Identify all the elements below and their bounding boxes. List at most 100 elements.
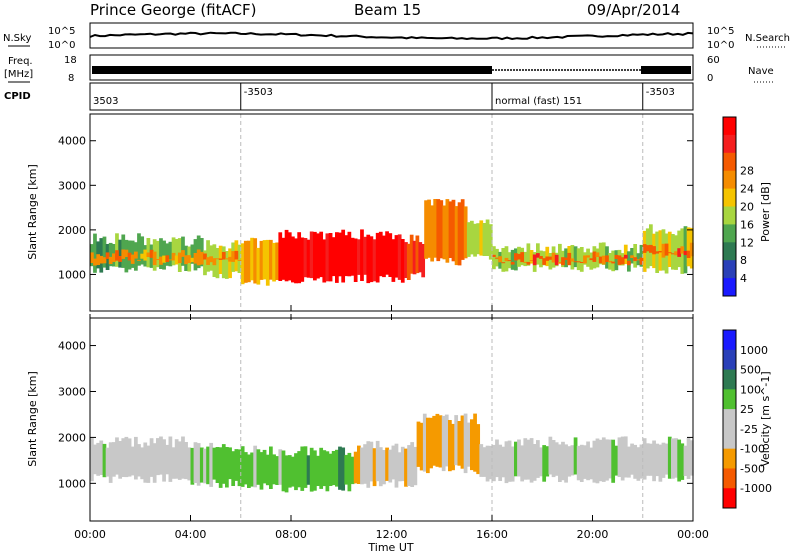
heatmap-cell bbox=[438, 415, 443, 468]
heatmap-cell bbox=[400, 446, 405, 482]
heatmap-cell bbox=[514, 253, 518, 261]
heatmap-cell bbox=[93, 258, 97, 266]
heatmap-cell bbox=[457, 421, 462, 466]
heatmap-cell bbox=[240, 243, 245, 285]
heatmap-cell bbox=[517, 253, 521, 260]
heatmap-cell bbox=[394, 443, 399, 488]
heatmap-cell bbox=[429, 417, 433, 469]
colorbar-segment bbox=[723, 260, 736, 279]
freq-unit: [MHz] bbox=[4, 69, 33, 80]
heatmap-cell bbox=[90, 252, 94, 263]
heatmap-cell bbox=[397, 234, 402, 280]
heatmap-cell bbox=[127, 252, 132, 261]
heatmap-cell bbox=[473, 223, 477, 257]
heatmap-cell bbox=[228, 256, 232, 262]
heatmap-cell bbox=[627, 446, 631, 478]
heatmap-cell bbox=[589, 447, 594, 480]
heatmap-cell bbox=[498, 256, 503, 263]
heatmap-cell bbox=[331, 451, 336, 486]
heatmap-cell bbox=[667, 252, 672, 254]
heatmap-cell bbox=[445, 199, 450, 263]
heatmap-cell bbox=[674, 251, 678, 256]
colorbar-tick-label: 16 bbox=[740, 218, 754, 231]
station-title: Prince George (fitACF) bbox=[90, 1, 256, 19]
heatmap-cell bbox=[102, 443, 107, 478]
nsky-right-tick-top: 10^5 bbox=[707, 26, 734, 37]
colorbar-segment bbox=[723, 188, 736, 207]
heatmap-cell bbox=[99, 440, 104, 475]
heatmap-cell bbox=[300, 237, 305, 282]
cpid-frame bbox=[89, 82, 694, 111]
heatmap-cell bbox=[636, 447, 641, 481]
heatmap-cell bbox=[435, 413, 440, 467]
heatmap-cell bbox=[404, 448, 408, 487]
colorbar-segment bbox=[723, 349, 736, 371]
heatmap-cell bbox=[96, 442, 101, 476]
heatmap-cell bbox=[576, 445, 581, 481]
heatmap-cell bbox=[492, 254, 496, 257]
heatmap-cell bbox=[177, 441, 182, 480]
heatmap-cell bbox=[90, 438, 94, 482]
heatmap-cell bbox=[636, 259, 641, 261]
heatmap-cell bbox=[400, 239, 405, 283]
heatmap-cell bbox=[121, 249, 126, 259]
heatmap-cell bbox=[193, 253, 198, 264]
heatmap-cell bbox=[218, 447, 223, 488]
x-tick-label: 20:00 bbox=[577, 528, 609, 541]
heatmap-cell bbox=[432, 415, 437, 466]
heatmap-cell bbox=[391, 239, 396, 282]
heatmap-cell bbox=[645, 245, 650, 252]
beam-title: Beam 15 bbox=[354, 1, 421, 19]
heatmap-cell bbox=[680, 246, 685, 254]
heatmap-cell bbox=[341, 447, 346, 491]
heatmap-cell bbox=[671, 253, 675, 255]
heatmap-cell bbox=[418, 242, 423, 273]
heatmap-cell bbox=[165, 255, 170, 262]
heatmap-cell bbox=[372, 239, 377, 282]
colorbar-tick-label: 100 bbox=[740, 383, 761, 396]
heatmap-cell bbox=[181, 436, 185, 479]
heatmap-cell bbox=[159, 256, 163, 265]
heatmap-cell bbox=[479, 444, 484, 477]
heatmap-cell bbox=[366, 234, 371, 284]
heatmap-cell bbox=[545, 446, 550, 477]
heatmap-cell bbox=[576, 248, 581, 271]
heatmap-cell bbox=[294, 238, 298, 284]
heatmap-cell bbox=[501, 248, 506, 272]
heatmap-cell bbox=[171, 252, 176, 261]
heatmap-cell bbox=[551, 252, 556, 263]
heatmap-cell bbox=[105, 447, 110, 477]
heatmap-cell bbox=[451, 423, 455, 471]
heatmap-cell bbox=[595, 252, 600, 257]
heatmap-cell bbox=[206, 446, 210, 485]
heatmap-cell bbox=[177, 252, 182, 264]
heatmap-cell bbox=[124, 436, 129, 478]
x-tick-label: 04:00 bbox=[175, 528, 207, 541]
heatmap-cell bbox=[105, 252, 110, 259]
heatmap-cell bbox=[674, 438, 678, 478]
heatmap-cell bbox=[427, 199, 431, 258]
power-cbar-label: Power [dB] bbox=[759, 182, 772, 242]
colorbar-segment bbox=[723, 134, 736, 154]
heatmap-cell bbox=[583, 445, 587, 479]
velocity-colorbar: -1000 -500 -100 -25 25 100 500 1000 bbox=[722, 329, 772, 509]
heatmap-cell bbox=[558, 262, 562, 264]
heatmap-cell bbox=[328, 233, 333, 282]
heatmap-cell bbox=[661, 442, 666, 478]
heatmap-cell bbox=[284, 455, 289, 493]
y-tick-label: 2000 bbox=[58, 431, 86, 444]
heatmap-cell bbox=[463, 206, 468, 259]
heatmap-cell bbox=[281, 450, 286, 492]
heatmap-cell bbox=[517, 439, 521, 477]
heatmap-cell bbox=[510, 446, 515, 482]
heatmap-cell bbox=[539, 256, 543, 259]
heatmap-cell bbox=[372, 448, 377, 487]
heatmap-cell bbox=[143, 249, 148, 261]
heatmap-cell bbox=[228, 447, 232, 480]
heatmap-cell bbox=[441, 415, 446, 472]
heatmap-cell bbox=[633, 444, 638, 479]
colorbar-segment bbox=[723, 206, 736, 225]
heatmap-cell bbox=[501, 446, 506, 478]
heatmap-cell bbox=[573, 437, 578, 475]
heatmap-cell bbox=[146, 252, 151, 257]
